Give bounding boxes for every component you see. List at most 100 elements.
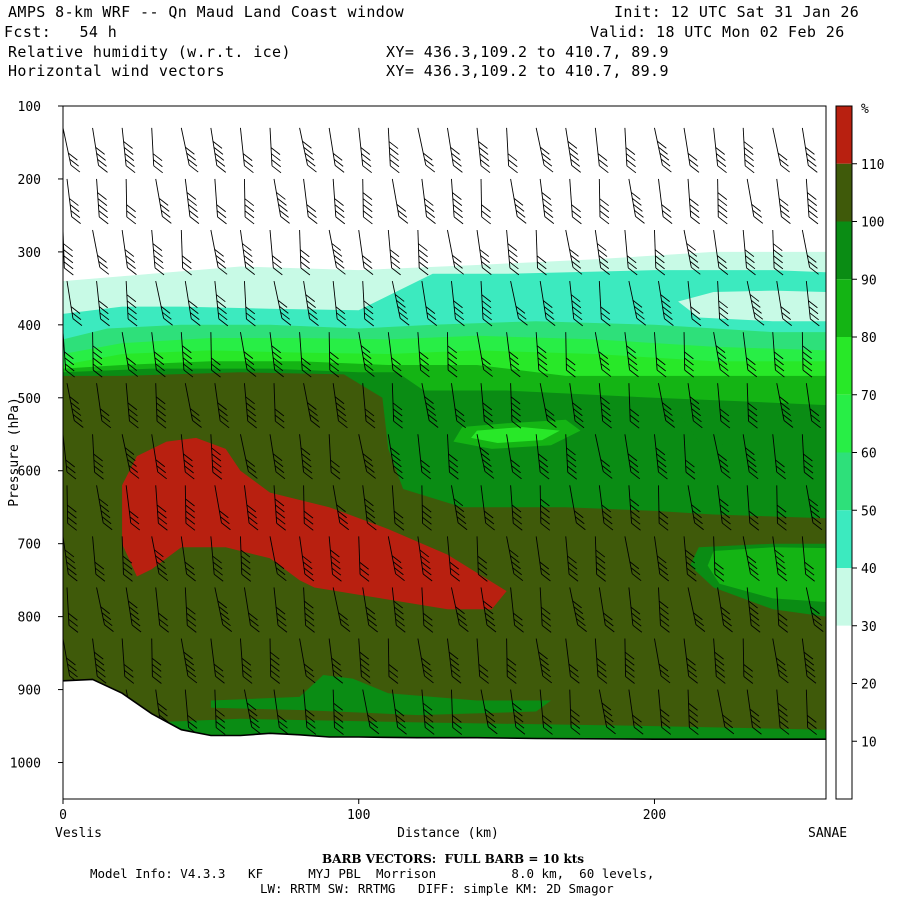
wind-barb-flag: [330, 465, 341, 474]
wind-barb-staff: [717, 689, 726, 727]
wind-barb-staff: [539, 383, 548, 421]
colorbar-band: [836, 452, 852, 511]
wind-barb-flag: [274, 414, 285, 423]
rh-contour-fill: [63, 251, 826, 799]
colorbar-unit: %: [861, 102, 869, 117]
wind-barb-staff: [391, 178, 400, 217]
wind-barb-flag: [685, 555, 696, 564]
wind-barb-flag: [302, 561, 313, 570]
y-tick-label: 100: [18, 100, 41, 115]
wind-barb-flag: [452, 159, 462, 167]
wind-barb-staff: [63, 536, 69, 575]
wind-barb-flag: [567, 141, 578, 149]
wind-barb-flag: [513, 714, 524, 723]
wind-barb-flag: [277, 198, 287, 206]
wind-barb-flag: [64, 351, 74, 360]
wind-barb-flag: [717, 192, 728, 200]
wind-barb-flag: [187, 625, 197, 633]
wind-barb-flag: [123, 574, 133, 582]
wind-barb-flag: [213, 567, 223, 576]
wind-barb-staff: [539, 689, 544, 728]
wind-barb-flag: [481, 210, 491, 219]
wind-barb-flag: [182, 267, 192, 276]
wind-barb-flag: [664, 414, 674, 422]
wind-barb-flag: [301, 369, 312, 378]
colorbar-tick-label: 40: [861, 562, 877, 577]
wind-barb-staff: [569, 689, 572, 728]
wind-barb-flag: [514, 720, 525, 729]
wind-barb-flag: [162, 311, 172, 320]
wind-barb-flag: [567, 555, 577, 564]
wind-barb-flag: [625, 663, 635, 672]
wind-barb-flag: [245, 267, 256, 275]
wind-barb-flag: [98, 204, 108, 213]
wind-barb-flag: [484, 612, 495, 621]
wind-barb-staff: [451, 281, 456, 319]
wind-barb-staff: [362, 383, 367, 422]
wind-barb-flag: [540, 567, 550, 576]
wind-barb: [303, 383, 321, 428]
wind-barb-flag: [630, 192, 641, 200]
wind-barb-staff: [628, 383, 631, 422]
wind-barb-flag: [245, 396, 255, 405]
wind-barb: [480, 178, 491, 225]
wind-barb: [214, 485, 231, 531]
wind-barb-flag: [601, 318, 611, 327]
wind-barb-flag: [301, 363, 312, 372]
wind-barb: [214, 178, 227, 225]
wind-barb-staff: [713, 332, 721, 370]
wind-barb-flag: [339, 522, 350, 531]
wind-barb-flag: [304, 573, 315, 582]
wind-barb: [92, 536, 106, 582]
wind-barb: [358, 332, 375, 377]
wind-barb-flag: [806, 675, 817, 684]
wind-barb-flag: [427, 318, 438, 326]
wind-barb-staff: [273, 587, 279, 626]
wind-barb-flag: [361, 351, 372, 359]
wind-barb-flag: [658, 663, 669, 672]
wind-barb: [210, 229, 228, 275]
wind-barb-staff: [66, 383, 75, 421]
wind-barb-flag: [450, 573, 461, 582]
wind-barb: [772, 332, 785, 378]
wind-barb-flag: [157, 516, 168, 525]
wind-barb-staff: [746, 280, 756, 319]
wind-barb-flag: [448, 453, 458, 462]
wind-barb-flag: [657, 140, 667, 149]
wind-barb-flag: [779, 721, 789, 729]
wind-barb-staff: [772, 434, 778, 473]
wind-barb-flag: [743, 670, 754, 678]
wind-barb: [506, 434, 522, 480]
wind-barb: [184, 383, 202, 428]
wind-barb-staff: [801, 536, 807, 575]
wind-barb-flag: [304, 152, 315, 161]
wind-barb-flag: [271, 159, 281, 168]
wind-barb-flag: [153, 255, 164, 264]
wind-barb-flag: [96, 669, 106, 678]
wind-barb-flag: [536, 345, 547, 354]
wind-barb-flag: [807, 721, 817, 729]
wind-barb-flag: [659, 612, 670, 621]
cross-section-xy-2: XY= 436.3,109.2 to 410.7, 89.9: [386, 62, 669, 80]
wind-barb: [776, 485, 787, 531]
wind-barb-flag: [217, 600, 227, 609]
wind-barb-flag: [391, 267, 401, 276]
wind-barb-flag: [72, 318, 83, 326]
wind-barb-flag: [450, 663, 460, 672]
wind-barb-flag: [336, 504, 346, 513]
wind-barb-flag: [781, 408, 791, 416]
wind-barb-flag: [808, 216, 819, 225]
wind-barb-staff: [628, 587, 634, 626]
wind-barb: [565, 434, 578, 480]
wind-barb-flag: [241, 657, 252, 666]
wind-barb-flag: [330, 459, 340, 468]
wind-barb-flag: [718, 459, 729, 467]
wind-barb-flag: [124, 249, 135, 257]
wind-barb: [214, 587, 233, 632]
wind-barb-flag: [157, 567, 168, 576]
wind-barb: [565, 229, 583, 275]
wind-barb-flag: [536, 255, 547, 264]
wind-barb: [243, 281, 256, 327]
wind-barb-flag: [419, 363, 430, 372]
